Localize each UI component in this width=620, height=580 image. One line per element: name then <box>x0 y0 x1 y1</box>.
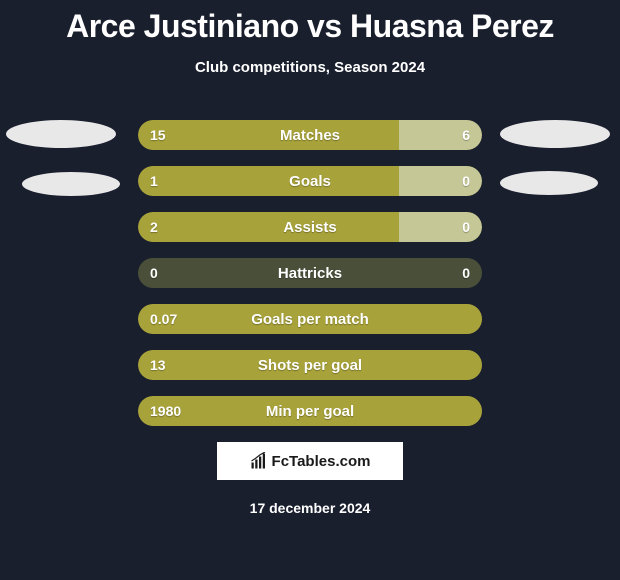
stat-row: 1Goals0 <box>138 166 482 196</box>
stat-value-right: 0 <box>462 166 470 196</box>
stat-label: Goals per match <box>138 304 482 334</box>
page-title: Arce Justiniano vs Huasna Perez <box>0 0 620 45</box>
stat-rows: 15Matches61Goals02Assists00Hattricks00.0… <box>138 120 482 426</box>
date-text: 17 december 2024 <box>0 500 620 516</box>
stat-value-right: 6 <box>462 120 470 150</box>
stat-label: Goals <box>138 166 482 196</box>
player-left-flag-icon <box>6 120 116 148</box>
player-right-flag-icon <box>500 120 610 148</box>
stat-row: 15Matches6 <box>138 120 482 150</box>
brand-text: FcTables.com <box>272 453 371 470</box>
stats-area: 15Matches61Goals02Assists00Hattricks00.0… <box>0 120 620 426</box>
stat-row: 2Assists0 <box>138 212 482 242</box>
stat-row: 0.07Goals per match <box>138 304 482 334</box>
stat-label: Assists <box>138 212 482 242</box>
stat-value-right: 0 <box>462 212 470 242</box>
subtitle: Club competitions, Season 2024 <box>0 59 620 76</box>
brand-badge[interactable]: FcTables.com <box>217 442 403 480</box>
stat-row: 1980Min per goal <box>138 396 482 426</box>
stat-value-right: 0 <box>462 258 470 288</box>
stat-row: 13Shots per goal <box>138 350 482 380</box>
stat-label: Min per goal <box>138 396 482 426</box>
stat-label: Shots per goal <box>138 350 482 380</box>
stat-label: Matches <box>138 120 482 150</box>
chart-icon <box>250 452 268 470</box>
stat-label: Hattricks <box>138 258 482 288</box>
player-right-club-icon <box>500 171 598 195</box>
player-left-club-icon <box>22 172 120 196</box>
stat-row: 0Hattricks0 <box>138 258 482 288</box>
